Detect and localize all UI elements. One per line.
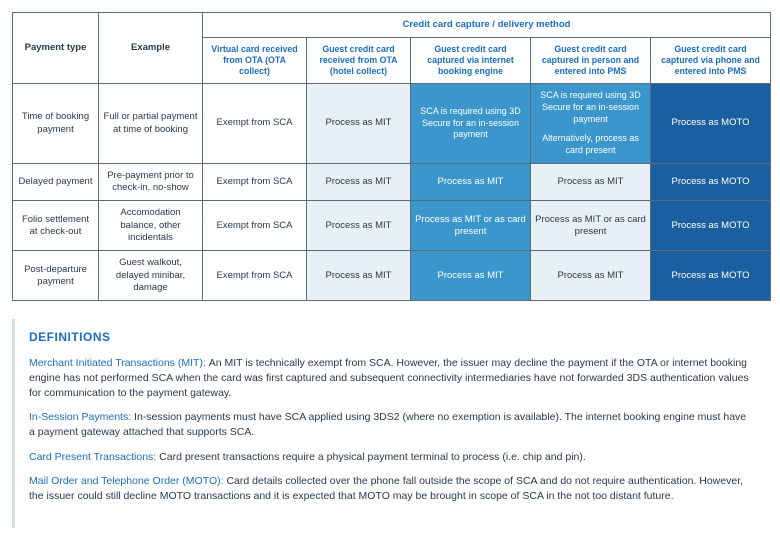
matrix-cell-3-1: Process as MIT bbox=[307, 251, 411, 301]
definition-item: Mail Order and Telephone Order (MOTO): C… bbox=[29, 474, 754, 503]
matrix-cell-2-3: Process as MIT or as card present bbox=[531, 201, 651, 251]
header-method-0: Virtual card received from OTA (OTA coll… bbox=[203, 38, 307, 84]
definition-item: In-Session Payments: In-session payments… bbox=[29, 410, 754, 439]
matrix-cell-0-4: Process as MOTO bbox=[651, 84, 771, 163]
definitions-panel: DEFINITIONS Merchant Initiated Transacti… bbox=[12, 319, 768, 527]
matrix-cell-1-1: Process as MIT bbox=[307, 163, 411, 201]
definition-text: Card present transactions require a phys… bbox=[159, 451, 586, 463]
payment-type-cell: Delayed payment bbox=[13, 163, 99, 201]
header-example: Example bbox=[99, 13, 203, 84]
matrix-cell-3-2: Process as MIT bbox=[411, 251, 531, 301]
definition-term: Card Present Transactions: bbox=[29, 451, 159, 463]
matrix-cell-2-4: Process as MOTO bbox=[651, 201, 771, 251]
header-methods-group: Credit card capture / delivery method bbox=[203, 13, 771, 38]
definition-text: In-session payments must have SCA applie… bbox=[29, 411, 746, 438]
example-cell: Accomodation balance, other incidentals bbox=[99, 201, 203, 251]
payment-type-cell: Folio settlement at check-out bbox=[13, 201, 99, 251]
table-row: Delayed paymentPre-payment prior to chec… bbox=[13, 163, 771, 201]
sca-matrix-table: Payment type Example Credit card capture… bbox=[12, 12, 771, 301]
header-payment-type: Payment type bbox=[13, 13, 99, 84]
table-row: Folio settlement at check-outAccomodatio… bbox=[13, 201, 771, 251]
matrix-cell-0-1: Process as MIT bbox=[307, 84, 411, 163]
payment-type-cell: Time of booking payment bbox=[13, 84, 99, 163]
matrix-cell-3-4: Process as MOTO bbox=[651, 251, 771, 301]
definition-term: Mail Order and Telephone Order (MOTO): bbox=[29, 475, 226, 487]
header-method-1: Guest credit card received from OTA (hot… bbox=[307, 38, 411, 84]
matrix-cell-0-3: SCA is required using 3D Secure for an i… bbox=[531, 84, 651, 163]
definition-item: Merchant Initiated Transactions (MIT): A… bbox=[29, 356, 754, 400]
matrix-cell-1-2: Process as MIT bbox=[411, 163, 531, 201]
matrix-cell-2-0: Exempt from SCA bbox=[203, 201, 307, 251]
definition-term: In-Session Payments: bbox=[29, 411, 134, 423]
example-cell: Full or partial payment at time of booki… bbox=[99, 84, 203, 163]
payment-type-cell: Post-departure payment bbox=[13, 251, 99, 301]
header-method-2: Guest credit card captured via internet … bbox=[411, 38, 531, 84]
matrix-cell-0-0: Exempt from SCA bbox=[203, 84, 307, 163]
table-row: Post-departure paymentGuest walkout, del… bbox=[13, 251, 771, 301]
matrix-cell-0-2: SCA is required using 3D Secure for an i… bbox=[411, 84, 531, 163]
definition-item: Card Present Transactions: Card present … bbox=[29, 450, 754, 465]
matrix-cell-2-2: Process as MIT or as card present bbox=[411, 201, 531, 251]
matrix-cell-2-1: Process as MIT bbox=[307, 201, 411, 251]
matrix-cell-1-3: Process as MIT bbox=[531, 163, 651, 201]
matrix-cell-3-3: Process as MIT bbox=[531, 251, 651, 301]
example-cell: Guest walkout, delayed minibar, damage bbox=[99, 251, 203, 301]
definitions-title: DEFINITIONS bbox=[29, 329, 754, 346]
header-method-4: Guest credit card captured via phone and… bbox=[651, 38, 771, 84]
example-cell: Pre-payment prior to check-in, no-show bbox=[99, 163, 203, 201]
definition-term: Merchant Initiated Transactions (MIT): bbox=[29, 357, 209, 369]
header-method-3: Guest credit card captured in person and… bbox=[531, 38, 651, 84]
matrix-cell-3-0: Exempt from SCA bbox=[203, 251, 307, 301]
matrix-cell-1-0: Exempt from SCA bbox=[203, 163, 307, 201]
matrix-cell-1-4: Process as MOTO bbox=[651, 163, 771, 201]
table-row: Time of booking paymentFull or partial p… bbox=[13, 84, 771, 163]
